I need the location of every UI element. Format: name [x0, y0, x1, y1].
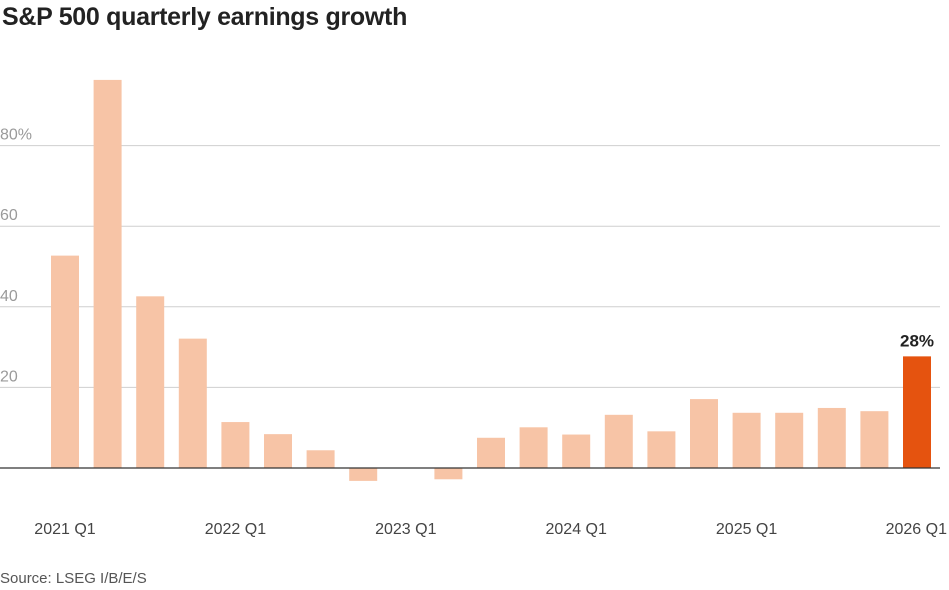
- bar-2024-q1: [562, 434, 591, 468]
- bar-2023-q4: [519, 427, 548, 468]
- x-axis-ticks: 2021 Q1 2022 Q1 2023 Q1 2024 Q1 2025 Q1 2026 …: [34, 521, 947, 538]
- x-tick-label: 2022 Q1: [205, 521, 266, 538]
- data-labels: 28%: [900, 331, 934, 350]
- bar-2022-q4: [349, 468, 378, 481]
- bar-2021-q4: [178, 338, 207, 468]
- bar-2023-q2: [434, 468, 463, 480]
- bar-2022-q3: [306, 450, 335, 468]
- bar-2025-q4: [860, 411, 889, 468]
- bar-2023-q3: [477, 437, 505, 468]
- chart-title: S&P 500 quarterly earnings growth: [2, 3, 408, 31]
- bar-2025-q2: [775, 412, 804, 468]
- x-tick-label: 2023 Q1: [375, 521, 436, 538]
- x-tick-label: 2021 Q1: [34, 521, 95, 538]
- source-note: Source: LSEG I/B/E/S: [0, 570, 147, 587]
- bar-2024-q4: [690, 399, 718, 468]
- x-tick-label: 2025 Q1: [716, 521, 777, 538]
- y-axis-ticks: 20 40 60 80%: [0, 127, 32, 386]
- bar-2024-q2: [604, 414, 633, 468]
- data-label-highlight: 28%: [900, 331, 934, 350]
- x-tick-label: 2024 Q1: [546, 521, 607, 538]
- bar-2025-q1: [732, 412, 761, 468]
- bar-2021-q2: [93, 79, 122, 468]
- y-tick-label: 20: [0, 368, 18, 385]
- y-tick-label: 40: [0, 288, 18, 305]
- bar-2022-q2: [264, 434, 292, 468]
- bar-2025-q3: [817, 407, 846, 468]
- y-tick-label: 80%: [0, 127, 32, 144]
- y-tick-label: 60: [0, 207, 18, 224]
- bar-2026-q1: [903, 356, 931, 468]
- bar-2021-q3: [136, 296, 165, 468]
- x-tick-label: 2026 Q1: [886, 521, 947, 538]
- bar-2024-q3: [647, 431, 676, 468]
- bars: [51, 79, 931, 481]
- bar-2021-q1: [51, 255, 79, 468]
- bar-2022-q1: [221, 422, 250, 468]
